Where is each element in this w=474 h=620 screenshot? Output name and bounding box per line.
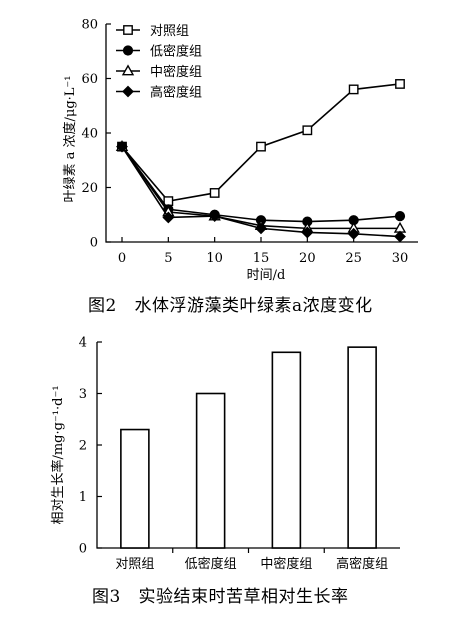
x-tick-label: 20: [299, 251, 316, 266]
data-point: [208, 210, 221, 223]
y-tick-label: 60: [81, 72, 98, 87]
legend-item: 对照组: [116, 24, 189, 39]
legend-label: 对照组: [150, 24, 189, 39]
bar-2: [195, 392, 226, 549]
legend-item: 高密度组: [116, 85, 202, 101]
x-tick-label: 0: [118, 251, 126, 266]
data-point: [255, 222, 267, 235]
y-tick-label: 2: [79, 439, 87, 454]
series-3: [116, 140, 406, 243]
figure-2-caption: 图2 水体浮游藻类叶绿素a浓度变化: [88, 296, 373, 316]
bar-3: [271, 351, 302, 549]
y-tick-label: 20: [81, 181, 98, 196]
data-point: [302, 125, 313, 136]
legend-marker: [123, 25, 133, 35]
y-axis-label: 叶绿素 a 浓度/μg·L⁻¹: [62, 75, 78, 202]
legend-label: 低密度组: [150, 44, 202, 60]
y-tick-label: 80: [81, 18, 98, 33]
x-tick-label: 中密度组: [260, 556, 312, 572]
legend-marker: [121, 64, 135, 76]
x-tick-label: 10: [206, 251, 223, 266]
data-point: [395, 79, 405, 89]
x-tick-label: 15: [253, 251, 270, 266]
x-tick-label: 对照组: [115, 557, 154, 572]
data-point: [394, 211, 406, 222]
series-0: [117, 79, 405, 207]
data-point: [116, 140, 128, 153]
legend-item: 低密度组: [116, 44, 202, 60]
x-tick-label: 5: [164, 251, 172, 266]
data-point: [394, 230, 406, 243]
data-point: [348, 84, 359, 95]
bar-4: [347, 346, 377, 549]
x-tick-label: 25: [345, 251, 362, 266]
x-tick-label: 30: [392, 251, 409, 266]
growth-rate-bar-chart: 0 1 2 3 4 对照组 低密度组 中密度组 高密度组 相对生长率/mg·g⁻¹·d⁻¹: [50, 336, 400, 572]
legend-item: 中密度组: [116, 64, 202, 80]
y-tick-label: 40: [81, 127, 98, 142]
chlorophyll-line-chart: 0 20 40 60 80 0 5 10 15 20 25 30 时间/d 叶绿素 a 浓度/μg·L⁻¹…: [62, 18, 418, 283]
legend-marker: [122, 45, 134, 56]
y-tick-label: 1: [79, 490, 87, 505]
y-tick-label: 4: [79, 336, 87, 351]
data-point: [162, 211, 175, 224]
y-axis-label: 相对生长率/mg·g⁻¹·d⁻¹: [50, 385, 66, 524]
legend-label: 高密度组: [150, 85, 202, 101]
data-point: [347, 227, 360, 240]
figure-3-caption: 图3 实验结束时苦草相对生长率: [92, 587, 349, 607]
x-tick-label: 低密度组: [185, 556, 237, 572]
x-axis-label: 时间/d: [247, 268, 286, 283]
y-tick-label: 3: [79, 387, 87, 402]
data-point: [209, 188, 220, 198]
data-point: [301, 226, 314, 239]
series-1: [116, 141, 406, 227]
y-tick-label: 0: [79, 542, 87, 557]
y-tick-label: 0: [90, 236, 98, 251]
data-point: [256, 141, 266, 152]
x-tick-label: 高密度组: [336, 556, 388, 572]
bar-1: [120, 428, 150, 549]
legend-label: 中密度组: [150, 64, 202, 80]
legend-marker: [122, 85, 134, 98]
